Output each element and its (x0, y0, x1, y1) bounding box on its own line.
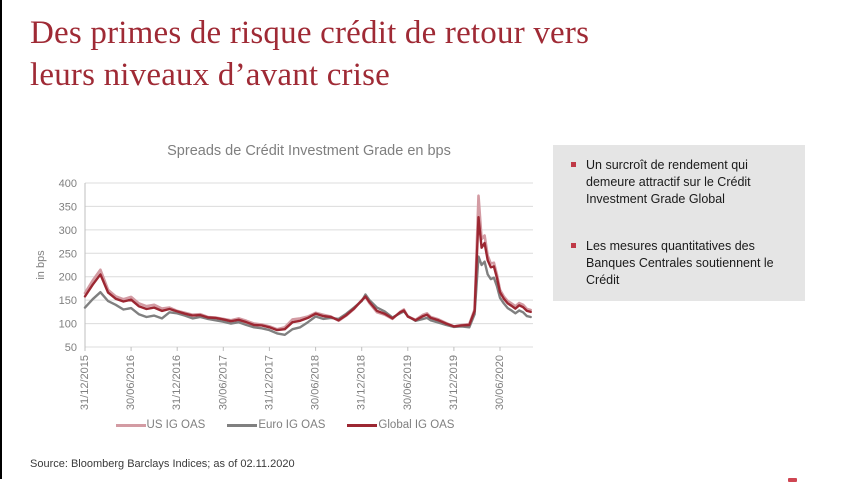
y-tick-label: 200 (59, 272, 77, 284)
x-tick-label: 30/06/2017 (217, 355, 229, 410)
bullet-item: Un surcroît de rendement qui demeure att… (569, 157, 791, 208)
legend-item: Global IG OAS (347, 419, 454, 431)
y-tick-label: 150 (59, 295, 77, 307)
chart-title: Spreads de Crédit Investment Grade en bp… (167, 143, 451, 159)
legend-swatch (227, 423, 258, 427)
bullet-square-icon (571, 162, 576, 167)
source-text: Source: Bloomberg Barclays Indices; as o… (30, 458, 295, 470)
legend-item: US IG OAS (115, 419, 206, 431)
spreads-line-chart: 50 100 150 200 250 300 350 400 in bps 31/12/2015 3… (35, 178, 533, 410)
bullet-text: Un surcroît de rendement qui demeure att… (586, 158, 751, 206)
y-tick-label: 100 (59, 319, 77, 331)
legend-label: Global IG OAS (378, 419, 455, 431)
bullet-item: Les mesures quantitatives des Banques Ce… (569, 238, 791, 289)
legend-label: Euro IG OAS (258, 419, 326, 431)
bullet-text: Les mesures quantitatives des Banques Ce… (586, 239, 774, 287)
legend-swatch (115, 423, 146, 427)
y-tick-label: 350 (59, 201, 77, 213)
x-tick-label: 30/06/2016 (125, 355, 137, 410)
y-tick-label: 50 (65, 342, 77, 354)
x-tick-label: 31/12/2015 (79, 355, 91, 410)
y-tick-label: 250 (59, 248, 77, 260)
info-box: Un surcroît de rendement qui demeure att… (553, 145, 805, 301)
page-number-clipped (788, 478, 797, 482)
chart-legend: US IG OAS Euro IG OAS Global IG OAS (30, 419, 540, 431)
x-tick-label: 31/12/2016 (171, 355, 183, 410)
x-tick-label: 30/06/2019 (402, 355, 414, 410)
legend-swatch (347, 423, 378, 427)
x-tick-label: 31/12/2019 (448, 355, 460, 410)
slide-title-line2: leurs niveaux d’avant crise (30, 57, 391, 94)
left-edge-bar (0, 0, 2, 479)
series-global-ig-oas (83, 216, 532, 332)
x-tick-label: 31/12/2018 (356, 355, 368, 410)
y-tick-label: 400 (59, 178, 77, 190)
y-axis-title: in bps (35, 250, 47, 280)
x-tick-label: 31/12/2017 (263, 355, 275, 410)
series-euro-ig-oas (83, 255, 532, 337)
slide-title-line1: Des primes de risque crédit de retour ve… (30, 15, 590, 51)
bullet-square-icon (571, 243, 576, 248)
x-tick-label: 30/06/2018 (310, 355, 322, 410)
y-tick-label: 300 (59, 225, 77, 237)
chart-panel: Spreads de Crédit Investment Grade en bp… (30, 143, 540, 431)
legend-label: US IG OAS (146, 419, 206, 431)
slide-title: Des primes de risque crédit de retour ve… (30, 12, 750, 96)
legend-item: Euro IG OAS (227, 419, 325, 431)
x-tick-label: 30/06/2020 (494, 355, 506, 410)
